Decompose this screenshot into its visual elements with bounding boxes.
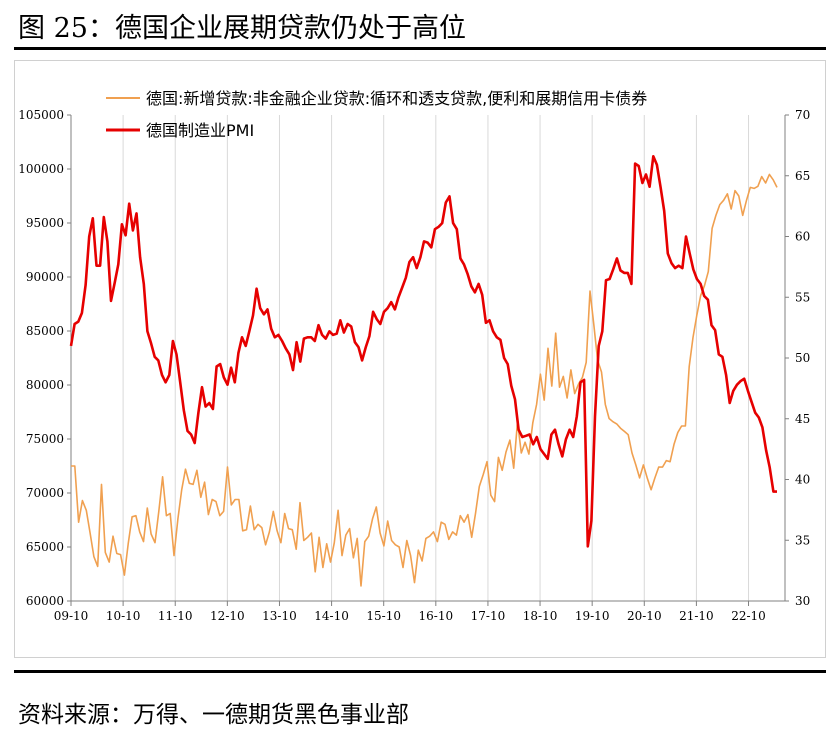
x-tick-label: 20-10 — [627, 609, 662, 623]
x-tick-label: 15-10 — [366, 609, 401, 623]
top-rule — [14, 47, 826, 50]
series-line-pmi — [69, 155, 777, 548]
line-chart: 09-10 10-10 11-10 12-10 13-10 14-10 15-10 16-10… — [14, 60, 826, 658]
y-left-tick-label: 90000 — [26, 270, 64, 284]
y-left-tick-label: 80000 — [26, 378, 64, 392]
x-tick-label: 14-10 — [314, 609, 349, 623]
y-left-tick-label: 60000 — [26, 594, 64, 608]
x-tick-label: 13-10 — [262, 609, 297, 623]
x-tick-label: 09-10 — [54, 609, 89, 623]
x-tick-label: 10-10 — [106, 609, 141, 623]
y-right-tick-label: 65 — [795, 169, 810, 183]
y-right-tick-label: 30 — [795, 594, 810, 608]
y-right-tick-label: 45 — [795, 412, 810, 426]
y-right-tick-label: 60 — [795, 230, 810, 244]
legend-label: 德国:新增贷款:非金融企业贷款:循环和透支贷款,便利和展期信用卡债券 — [146, 89, 647, 108]
legend: 德国:新增贷款:非金融企业贷款:循环和透支贷款,便利和展期信用卡债券德国制造业P… — [106, 89, 647, 140]
series-line-loans — [71, 173, 778, 587]
bottom-rule — [14, 670, 826, 673]
y-left-tick-label: 75000 — [26, 432, 64, 446]
y-right-tick-label: 35 — [795, 533, 810, 547]
y-left-tick-label: 65000 — [26, 540, 64, 554]
y-left-tick-label: 85000 — [26, 324, 64, 338]
y-right-tick-label: 70 — [795, 108, 810, 122]
source-note: 资料来源：万得、一德期货黑色事业部 — [18, 702, 409, 728]
x-tick-label: 18-10 — [523, 609, 558, 623]
y-left-tick-label: 100000 — [18, 162, 64, 176]
y-left-tick-label: 95000 — [26, 216, 64, 230]
x-tick-label: 16-10 — [419, 609, 454, 623]
y-left-tick-label: 105000 — [18, 108, 64, 122]
series-layer — [69, 155, 778, 587]
x-tick-label: 17-10 — [471, 609, 506, 623]
y-right-tick-label: 40 — [795, 473, 810, 487]
x-tick-label: 21-10 — [679, 609, 714, 623]
legend-label: 德国制造业PMI — [146, 121, 254, 140]
figure-title: 图 25：德国企业展期贷款仍处于高位 — [18, 13, 466, 44]
x-tick-label: 12-10 — [210, 609, 245, 623]
chart-border — [14, 60, 826, 658]
x-tick-label: 22-10 — [731, 609, 766, 623]
y-right-tick-label: 50 — [795, 351, 810, 365]
y-right-tick-label: 55 — [795, 290, 810, 304]
x-tick-label: 11-10 — [158, 609, 193, 623]
y-left-tick-label: 70000 — [26, 486, 64, 500]
x-tick-label: 19-10 — [575, 609, 610, 623]
axes: 09-10 10-10 11-10 12-10 13-10 14-10 15-10 16-10… — [18, 108, 810, 623]
